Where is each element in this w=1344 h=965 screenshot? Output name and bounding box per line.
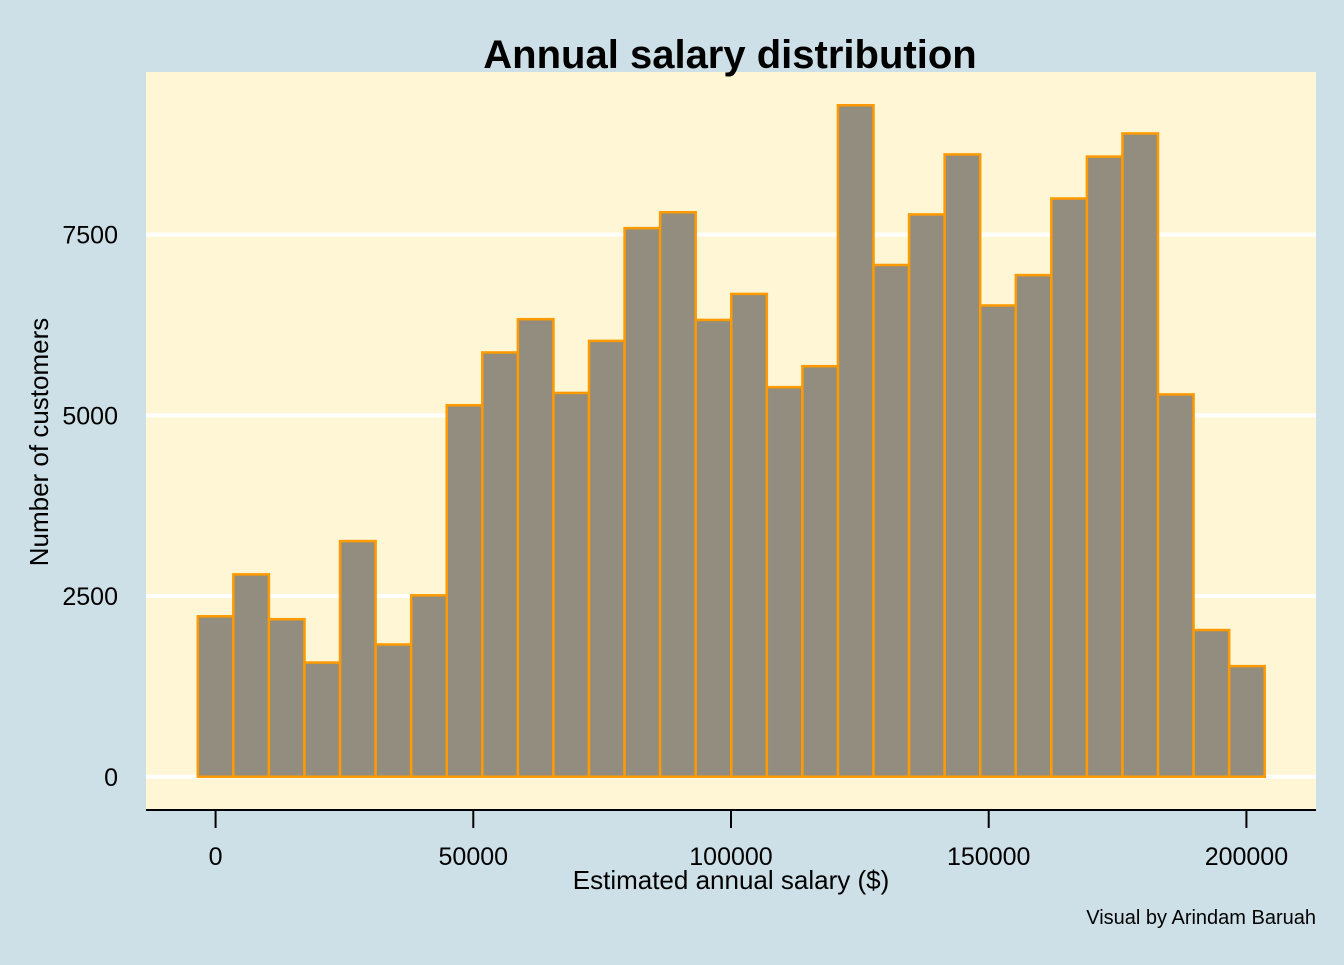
credit-caption: Visual by Arindam Baruah (1086, 907, 1316, 929)
x-tick-label: 100000 (689, 843, 772, 871)
histogram-bar (801, 364, 840, 779)
y-tick-label: 2500 (62, 583, 118, 611)
histogram-bar (516, 317, 555, 779)
histogram-bar (907, 213, 946, 779)
histogram-bar (765, 385, 804, 779)
histogram-bar (267, 617, 306, 779)
histogram-bar (943, 153, 982, 779)
x-tick-label: 50000 (439, 843, 509, 871)
histogram-bar (1156, 393, 1195, 779)
histogram-bar (196, 615, 235, 779)
histogram-bar (872, 263, 911, 779)
histogram-bar (303, 661, 342, 779)
histogram-bar (730, 292, 769, 779)
histogram-bar (1014, 273, 1053, 779)
y-axis-ticks: 0 2500 5000 7500 (62, 222, 118, 792)
x-tick-label: 200000 (1205, 843, 1288, 871)
histogram-bar (978, 304, 1018, 779)
histogram-bar (445, 403, 484, 779)
histogram-bar (338, 539, 377, 779)
histogram-bar (481, 351, 520, 779)
histogram-bar (658, 210, 697, 779)
histogram-bar (623, 226, 662, 779)
x-axis-label: Estimated annual salary ($) (573, 865, 889, 895)
histogram-bar (836, 103, 875, 779)
histogram-bar (1050, 197, 1089, 779)
bars (196, 103, 1266, 779)
histogram-bar (1227, 664, 1266, 779)
histogram-bar (587, 339, 626, 779)
y-tick-label: 7500 (62, 222, 118, 250)
x-axis-ticks: 0 50000 100000 150000 200000 (209, 810, 1288, 871)
histogram-bar (694, 318, 733, 779)
x-tick-label: 150000 (947, 843, 1030, 871)
y-tick-label: 0 (104, 764, 118, 792)
histogram-bar (1085, 155, 1124, 779)
histogram-bar (1192, 628, 1231, 779)
y-tick-label: 5000 (62, 402, 118, 430)
histogram-bar (552, 391, 591, 779)
y-axis-label: Number of customers (24, 318, 54, 567)
chart-title: Annual salary distribution (483, 33, 976, 77)
histogram-bar (1121, 132, 1160, 779)
x-tick-label: 0 (209, 843, 223, 871)
histogram-bar (232, 573, 271, 779)
histogram-bar (409, 594, 448, 779)
histogram-bar (374, 643, 413, 779)
